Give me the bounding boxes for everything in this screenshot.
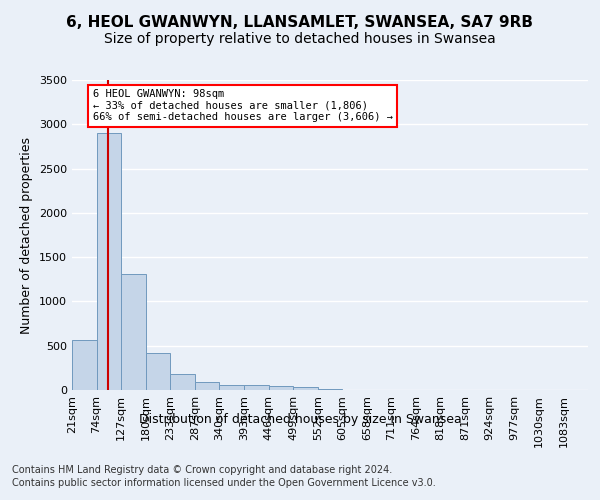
Text: Distribution of detached houses by size in Swansea: Distribution of detached houses by size … xyxy=(139,412,461,426)
Bar xyxy=(170,374,195,390)
Bar xyxy=(72,340,97,390)
Text: Contains public sector information licensed under the Open Government Licence v3: Contains public sector information licen… xyxy=(12,478,436,488)
Bar xyxy=(269,386,293,390)
Bar xyxy=(121,274,146,390)
Bar xyxy=(293,388,318,390)
Text: Contains HM Land Registry data © Crown copyright and database right 2024.: Contains HM Land Registry data © Crown c… xyxy=(12,465,392,475)
Bar xyxy=(146,353,170,390)
Bar xyxy=(244,385,269,390)
Bar xyxy=(195,382,220,390)
Bar xyxy=(220,384,244,390)
Y-axis label: Number of detached properties: Number of detached properties xyxy=(20,136,34,334)
Text: Size of property relative to detached houses in Swansea: Size of property relative to detached ho… xyxy=(104,32,496,46)
Text: 6 HEOL GWANWYN: 98sqm
← 33% of detached houses are smaller (1,806)
66% of semi-d: 6 HEOL GWANWYN: 98sqm ← 33% of detached … xyxy=(92,90,392,122)
Text: 6, HEOL GWANWYN, LLANSAMLET, SWANSEA, SA7 9RB: 6, HEOL GWANWYN, LLANSAMLET, SWANSEA, SA… xyxy=(67,15,533,30)
Bar xyxy=(97,133,121,390)
